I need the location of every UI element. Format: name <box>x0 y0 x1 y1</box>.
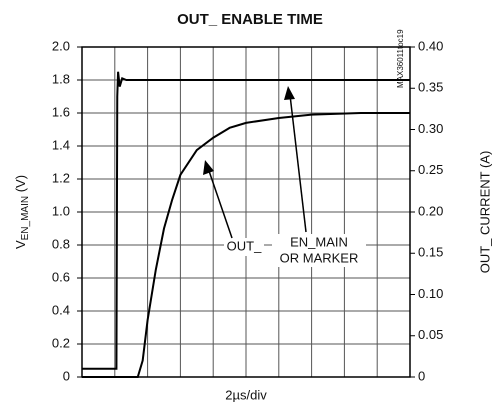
y2-tick-label: 0.10 <box>418 286 443 301</box>
y-tick-label: 1.2 <box>52 170 70 185</box>
arrow-head <box>284 86 295 100</box>
y-tick-label: 2.0 <box>52 38 70 53</box>
y-label-main: V <box>13 240 28 249</box>
arrow <box>207 167 233 239</box>
annotation: OR MARKER <box>280 250 359 265</box>
y2-tick-label: 0.30 <box>418 121 443 136</box>
y2-tick-label: 0.40 <box>418 38 443 53</box>
series-line <box>82 112 410 378</box>
plot-frame <box>81 46 411 378</box>
plot-area: 0 0.2 0.4 0.6 0.8 1.0 1.2 1.4 1.6 1.8 2.0 0 0.05 0.10… <box>52 38 443 383</box>
y-tick-label: 1.0 <box>52 203 70 218</box>
label-box <box>224 238 264 256</box>
y2-tick-label: 0.20 <box>418 203 443 218</box>
y2-tick-label: 0 <box>418 368 425 383</box>
series-line <box>82 71 410 370</box>
y2-tick-label: 0.05 <box>418 327 443 342</box>
y-label-sub: EN_MAIN <box>20 196 31 240</box>
annotation: OUT_ <box>227 238 262 253</box>
y-tick-label: 0.2 <box>52 335 70 350</box>
y-tick-label: 0.8 <box>52 236 70 251</box>
y-tick-label: 1.4 <box>52 137 70 152</box>
annotation: EN_MAIN <box>290 234 348 249</box>
y-tick-label: 1.6 <box>52 104 70 119</box>
y2-axis-label: OUT_ CURRENT (A) <box>477 151 492 274</box>
y2-tick-label: 0.35 <box>418 80 443 95</box>
side-note: MAX36011toc19 <box>396 29 405 88</box>
chart-title: OUT_ ENABLE TIME <box>177 11 323 28</box>
y-tick-label: 1.8 <box>52 71 70 86</box>
y-tick-label: 0.6 <box>52 269 70 284</box>
x-axis-label: 2µs/div <box>225 387 267 402</box>
y-tick-label: 0.4 <box>52 302 70 317</box>
y-label-tail: (V) <box>13 175 28 196</box>
y2-tick-label: 0.15 <box>418 245 443 260</box>
arrow-head <box>203 160 214 175</box>
arrow <box>289 94 307 233</box>
y-tick-label: 0 <box>63 368 70 383</box>
y-axis-label: VEN_MAIN (V) <box>13 175 30 249</box>
label-box <box>272 234 366 267</box>
y2-tick-label: 0.25 <box>418 162 443 177</box>
